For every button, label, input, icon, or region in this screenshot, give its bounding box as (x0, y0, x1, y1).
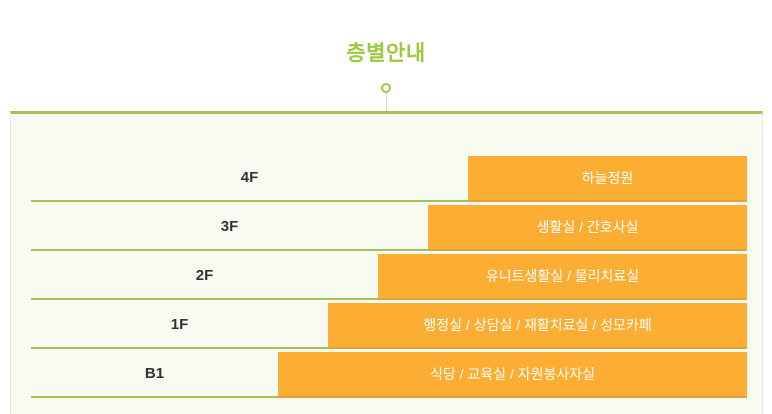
floor-row: 4F 하늘정원 (31, 156, 747, 202)
room-block: 식당 / 교육실 / 자원봉사자실 (278, 352, 747, 398)
page-title: 층별안내 (346, 42, 426, 66)
floor-row: 2F 유니트생활실 / 물리치료실 (31, 254, 747, 300)
floor-label: 1F (170, 316, 189, 333)
room-block: 하늘정원 (468, 156, 747, 202)
floor-rows: 4F 하늘정원 3F 생활실 / 간호사실 2F 유니트생활실 / 물리치료실 … (31, 156, 747, 401)
floor-label: B1 (144, 365, 165, 382)
floor-guide-panel: 4F 하늘정원 3F 생활실 / 간호사실 2F 유니트생활실 / 물리치료실 … (10, 111, 763, 414)
floor-row: 3F 생활실 / 간호사실 (31, 205, 747, 251)
connector-circle-icon (381, 83, 391, 93)
connector-line (386, 93, 387, 111)
floor-label: 2F (195, 267, 214, 284)
floor-label: 3F (220, 218, 239, 235)
room-block: 행정실 / 상담실 / 재활치료실 / 성모카페 (328, 303, 747, 349)
room-block: 유니트생활실 / 물리치료실 (378, 254, 747, 300)
floor-label: 4F (240, 169, 259, 186)
floor-row: 1F 행정실 / 상담실 / 재활치료실 / 성모카페 (31, 303, 747, 349)
floor-row: B1 식당 / 교육실 / 자원봉사자실 (31, 352, 747, 398)
room-block: 생활실 / 간호사실 (428, 205, 747, 251)
